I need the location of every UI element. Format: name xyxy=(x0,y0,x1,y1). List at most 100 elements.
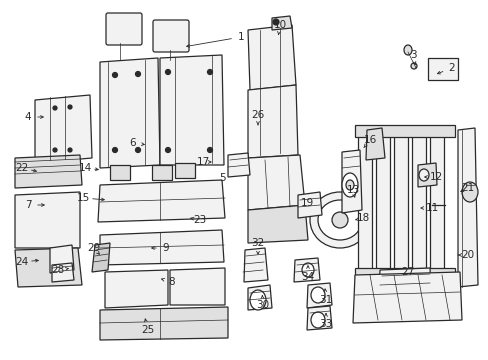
Polygon shape xyxy=(247,205,307,243)
Text: 18: 18 xyxy=(356,213,369,223)
Text: 3: 3 xyxy=(409,50,415,60)
Text: 24: 24 xyxy=(15,257,29,267)
Text: 23: 23 xyxy=(193,215,206,225)
Ellipse shape xyxy=(165,69,170,75)
Ellipse shape xyxy=(165,148,170,153)
Polygon shape xyxy=(375,130,389,270)
Ellipse shape xyxy=(310,287,325,303)
Ellipse shape xyxy=(310,312,325,328)
Polygon shape xyxy=(417,163,436,187)
Polygon shape xyxy=(160,55,224,165)
Ellipse shape xyxy=(272,19,279,25)
Text: 16: 16 xyxy=(363,135,376,145)
Ellipse shape xyxy=(68,105,72,109)
FancyBboxPatch shape xyxy=(153,20,189,52)
Text: 14: 14 xyxy=(78,163,91,173)
Ellipse shape xyxy=(317,200,361,240)
Bar xyxy=(152,165,172,180)
Ellipse shape xyxy=(53,106,57,110)
Text: 4: 4 xyxy=(24,112,31,122)
Text: 21: 21 xyxy=(461,183,474,193)
Bar xyxy=(110,165,130,180)
Polygon shape xyxy=(247,85,297,158)
Polygon shape xyxy=(393,130,407,270)
Polygon shape xyxy=(293,258,319,282)
Polygon shape xyxy=(100,230,224,265)
Text: 33: 33 xyxy=(319,319,332,329)
Polygon shape xyxy=(365,128,384,160)
Polygon shape xyxy=(457,128,477,287)
Text: 30: 30 xyxy=(256,300,269,310)
Text: 27: 27 xyxy=(401,267,414,277)
Polygon shape xyxy=(297,192,321,218)
Polygon shape xyxy=(247,155,305,210)
FancyBboxPatch shape xyxy=(106,13,142,45)
Polygon shape xyxy=(15,248,82,287)
Polygon shape xyxy=(247,25,295,90)
Text: 20: 20 xyxy=(461,250,473,260)
Polygon shape xyxy=(357,130,371,270)
Ellipse shape xyxy=(394,282,414,302)
Ellipse shape xyxy=(68,148,72,152)
Text: 32: 32 xyxy=(251,238,264,248)
Text: 31: 31 xyxy=(319,295,332,305)
Polygon shape xyxy=(306,283,331,308)
Text: 19: 19 xyxy=(300,198,313,208)
Polygon shape xyxy=(377,268,431,312)
Polygon shape xyxy=(100,307,227,340)
Text: 26: 26 xyxy=(251,110,264,120)
Polygon shape xyxy=(100,58,160,168)
Polygon shape xyxy=(352,272,461,323)
Polygon shape xyxy=(306,306,331,330)
Polygon shape xyxy=(50,245,74,273)
Ellipse shape xyxy=(249,290,265,310)
Polygon shape xyxy=(244,248,267,282)
Text: 15: 15 xyxy=(76,193,89,203)
Polygon shape xyxy=(52,263,74,282)
Text: 1: 1 xyxy=(237,32,244,42)
Ellipse shape xyxy=(53,148,57,152)
Ellipse shape xyxy=(309,192,369,248)
Text: 11: 11 xyxy=(425,203,438,213)
Bar xyxy=(354,268,454,280)
Text: 9: 9 xyxy=(163,243,169,253)
Ellipse shape xyxy=(112,72,117,77)
Text: 5: 5 xyxy=(218,173,225,183)
Polygon shape xyxy=(227,153,249,177)
Text: 17: 17 xyxy=(196,157,209,167)
Ellipse shape xyxy=(410,63,416,69)
Bar xyxy=(354,125,454,137)
Text: 8: 8 xyxy=(168,277,175,287)
Ellipse shape xyxy=(207,148,212,153)
Ellipse shape xyxy=(135,148,140,153)
Text: 7: 7 xyxy=(24,200,31,210)
Ellipse shape xyxy=(112,148,117,153)
Text: 2: 2 xyxy=(448,63,454,73)
Ellipse shape xyxy=(403,45,411,55)
Ellipse shape xyxy=(135,72,140,77)
Polygon shape xyxy=(271,16,291,30)
Polygon shape xyxy=(105,270,168,308)
Text: 13: 13 xyxy=(346,185,359,195)
Ellipse shape xyxy=(331,212,347,228)
Polygon shape xyxy=(98,180,224,222)
Text: 34: 34 xyxy=(301,272,314,282)
Polygon shape xyxy=(35,95,92,163)
Polygon shape xyxy=(15,192,80,248)
Text: 29: 29 xyxy=(87,243,101,253)
Ellipse shape xyxy=(302,263,313,277)
Bar xyxy=(175,163,195,178)
Ellipse shape xyxy=(418,169,428,181)
Polygon shape xyxy=(92,243,110,272)
Polygon shape xyxy=(247,285,271,310)
Text: 6: 6 xyxy=(129,138,136,148)
Ellipse shape xyxy=(341,173,357,197)
Polygon shape xyxy=(170,268,224,305)
Text: 25: 25 xyxy=(141,325,154,335)
Ellipse shape xyxy=(207,69,212,75)
Text: 12: 12 xyxy=(428,172,442,182)
Text: 22: 22 xyxy=(15,163,29,173)
Polygon shape xyxy=(341,150,361,213)
Ellipse shape xyxy=(346,180,353,190)
Text: 28: 28 xyxy=(51,265,64,275)
